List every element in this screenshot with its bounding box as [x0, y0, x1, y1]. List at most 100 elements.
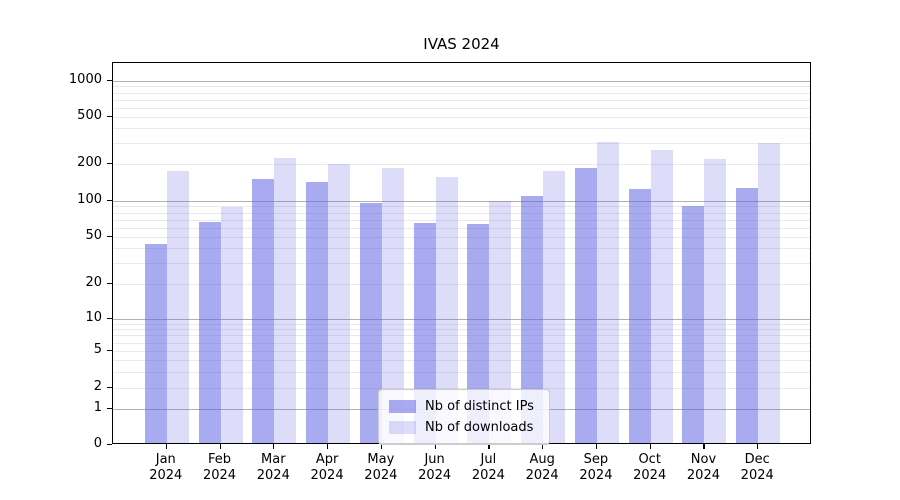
legend-swatch-distinct-ips — [389, 400, 416, 413]
y-tick-mark — [107, 200, 112, 202]
bar-distinct-ips-may — [359, 202, 382, 443]
gridline-minor — [113, 388, 810, 389]
x-tick-label-jul: Jul 2024 — [471, 452, 505, 483]
x-tick-mark — [703, 444, 705, 449]
bar-downloads-apr — [328, 163, 351, 443]
y-tick-mark — [107, 236, 112, 238]
chart-title: IVAS 2024 — [423, 35, 500, 53]
y-tick-label: 1 — [93, 400, 102, 415]
y-tick-mark — [107, 80, 112, 82]
x-tick-mark — [219, 444, 221, 449]
gridline-minor — [113, 99, 810, 101]
x-tick-label-mar: Mar 2024 — [256, 452, 290, 483]
y-tick-label: 5 — [93, 342, 102, 357]
gridline-minor — [113, 164, 810, 165]
gridline-minor — [113, 143, 810, 145]
y-tick-mark — [107, 116, 112, 118]
gridline-minor — [113, 107, 810, 109]
x-tick-mark — [327, 444, 329, 449]
legend-label-downloads: Nb of downloads — [425, 420, 534, 435]
gridline-minor — [113, 117, 810, 118]
bar-downloads-oct — [650, 149, 673, 443]
bar-downloads-aug — [543, 170, 566, 443]
gridline-major — [113, 201, 810, 202]
gridline-minor — [113, 212, 810, 214]
y-tick-label: 500 — [77, 108, 102, 123]
gridline-minor — [113, 351, 810, 352]
x-tick-mark — [757, 444, 759, 449]
bar-downloads-feb — [220, 207, 243, 443]
x-tick-label-jun: Jun 2024 — [418, 452, 452, 483]
plot-area — [112, 62, 811, 444]
bar-downloads-jan — [166, 170, 189, 443]
y-tick-label: 2 — [93, 379, 102, 394]
x-tick-label-apr: Apr 2024 — [310, 452, 344, 483]
gridline-minor — [113, 360, 810, 361]
bar-distinct-ips-feb — [198, 222, 221, 443]
bar-distinct-ips-dec — [736, 187, 759, 443]
legend-item-distinct-ips: Nb of distinct IPs — [389, 396, 539, 417]
x-tick-label-feb: Feb 2024 — [202, 452, 237, 483]
gridline-minor — [113, 335, 810, 337]
y-tick-mark — [107, 163, 112, 165]
y-tick-mark — [107, 283, 112, 285]
x-tick-label-may: May 2024 — [364, 452, 398, 483]
gridline-major — [113, 81, 810, 82]
x-tick-mark — [380, 444, 383, 449]
y-tick-label: 1000 — [68, 72, 102, 87]
x-tick-label-nov: Nov 2024 — [686, 452, 720, 483]
gridline-minor — [113, 227, 810, 229]
bar-downloads-nov — [704, 159, 727, 443]
x-tick-label-oct: Oct 2024 — [633, 452, 667, 483]
y-tick-label: 200 — [77, 155, 102, 170]
y-tick-label: 100 — [77, 192, 102, 207]
gridline-minor — [113, 219, 810, 221]
x-tick-mark — [542, 444, 544, 449]
bar-distinct-ips-sep — [574, 167, 597, 443]
x-tick-mark — [434, 444, 436, 449]
gridline-minor — [113, 342, 810, 344]
gridline-minor — [113, 92, 810, 94]
gridline-minor — [113, 86, 810, 88]
x-tick-mark — [649, 444, 651, 449]
bar-downloads-may — [381, 168, 404, 443]
y-tick-label: 0 — [93, 436, 102, 451]
bar-distinct-ips-jun — [413, 223, 436, 443]
y-tick-label: 50 — [85, 228, 102, 243]
y-tick-label: 10 — [85, 310, 102, 325]
legend-label-distinct-ips: Nb of distinct IPs — [425, 399, 534, 414]
bar-downloads-dec — [758, 142, 781, 443]
y-tick-mark — [107, 318, 112, 320]
bar-distinct-ips-jul — [467, 223, 490, 443]
legend-swatch-downloads — [389, 421, 416, 434]
x-tick-label-dec: Dec 2024 — [740, 452, 774, 483]
bar-distinct-ips-jan — [144, 243, 167, 443]
x-tick-mark — [488, 444, 490, 449]
bar-downloads-mar — [274, 158, 297, 443]
x-tick-mark — [595, 444, 598, 449]
gridline-minor — [113, 206, 810, 208]
y-tick-mark — [107, 387, 112, 389]
gridline-minor — [113, 263, 810, 265]
y-tick-mark — [107, 444, 112, 446]
gridline-minor — [113, 329, 810, 331]
bar-distinct-ips-mar — [252, 179, 275, 443]
gridline-major — [113, 319, 810, 320]
bar-downloads-sep — [596, 142, 619, 443]
x-tick-label-aug: Aug 2024 — [525, 452, 559, 483]
bar-distinct-ips-apr — [306, 181, 329, 443]
legend-item-downloads: Nb of downloads — [389, 417, 539, 438]
gridline-minor — [113, 128, 810, 130]
x-tick-label-jan: Jan 2024 — [149, 452, 183, 483]
bar-distinct-ips-nov — [682, 206, 705, 443]
gridline-minor — [113, 237, 810, 238]
bar-downloads-jun — [435, 176, 458, 443]
gridline-minor — [113, 284, 810, 285]
x-tick-label-sep: Sep 2024 — [579, 452, 613, 483]
y-tick-mark — [107, 350, 112, 352]
bar-distinct-ips-aug — [521, 195, 544, 443]
bar-distinct-ips-oct — [628, 188, 651, 443]
gridline-minor — [113, 323, 810, 325]
y-tick-label: 20 — [85, 275, 102, 290]
